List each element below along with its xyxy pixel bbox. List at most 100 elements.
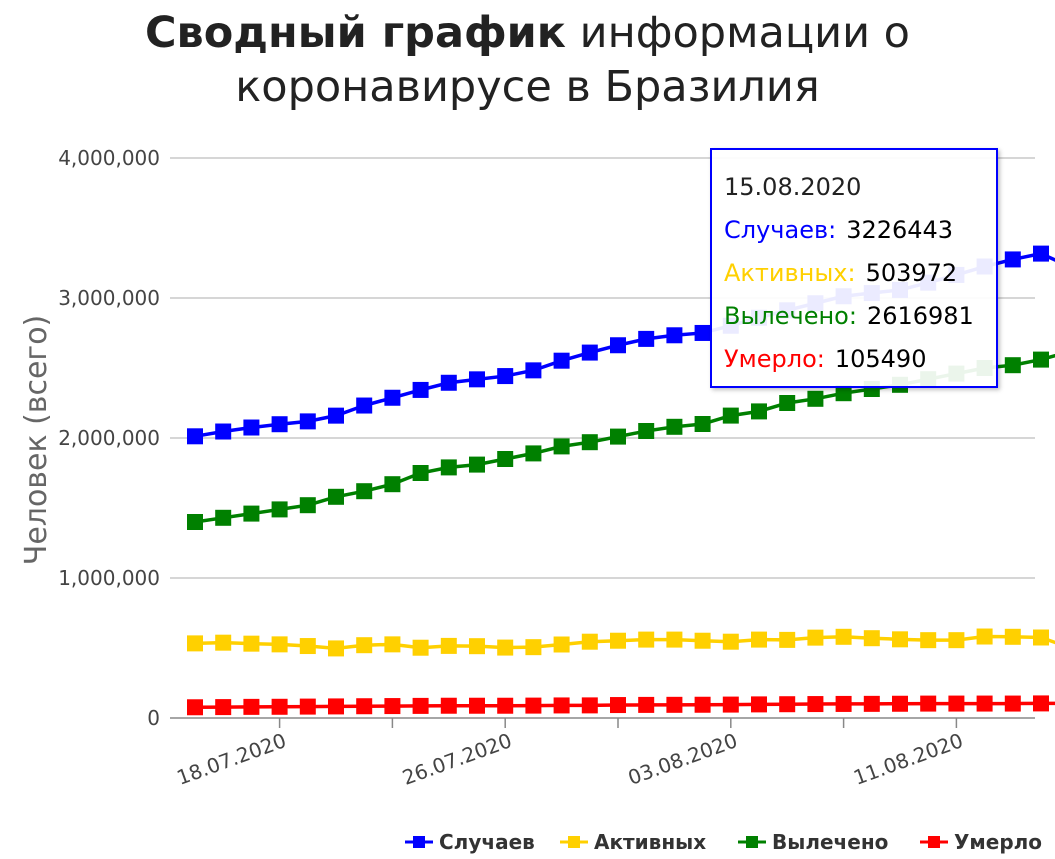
data-point[interactable] xyxy=(553,352,570,369)
data-point[interactable] xyxy=(835,695,852,712)
data-point[interactable] xyxy=(215,509,232,526)
data-point[interactable] xyxy=(187,514,203,530)
data-point[interactable] xyxy=(497,368,514,385)
data-point[interactable] xyxy=(1004,695,1021,712)
data-point[interactable] xyxy=(835,628,852,645)
data-point[interactable] xyxy=(469,456,485,473)
data-point[interactable] xyxy=(1004,357,1021,374)
data-point[interactable] xyxy=(215,699,232,716)
data-point[interactable] xyxy=(497,697,514,714)
legend[interactable]: Случаев Активных Вылечено Умерло xyxy=(405,830,1042,854)
data-point[interactable] xyxy=(553,697,570,714)
data-point[interactable] xyxy=(356,397,373,414)
data-point[interactable] xyxy=(440,697,457,714)
data-point[interactable] xyxy=(215,423,232,440)
data-point[interactable] xyxy=(1033,351,1049,368)
data-point[interactable] xyxy=(638,631,655,648)
data-point[interactable] xyxy=(384,698,401,715)
data-point[interactable] xyxy=(1033,245,1049,262)
series-4[interactable] xyxy=(187,692,1055,716)
data-point[interactable] xyxy=(384,636,401,653)
data-point[interactable] xyxy=(328,698,344,715)
legend-item-4[interactable]: Умерло xyxy=(920,830,1042,854)
data-point[interactable] xyxy=(243,635,260,652)
data-point[interactable] xyxy=(469,638,485,655)
data-point[interactable] xyxy=(666,696,683,713)
data-point[interactable] xyxy=(1004,251,1021,268)
data-point[interactable] xyxy=(525,639,542,656)
data-point[interactable] xyxy=(948,632,965,649)
data-point[interactable] xyxy=(328,407,344,424)
data-point[interactable] xyxy=(412,639,429,656)
data-point[interactable] xyxy=(976,628,993,645)
series-3[interactable] xyxy=(187,341,1055,530)
data-point[interactable] xyxy=(440,374,457,391)
data-point[interactable] xyxy=(243,419,260,436)
data-point[interactable] xyxy=(581,344,598,361)
data-point[interactable] xyxy=(553,438,570,455)
data-point[interactable] xyxy=(638,330,655,347)
data-point[interactable] xyxy=(666,631,683,648)
data-point[interactable] xyxy=(187,428,203,445)
data-point[interactable] xyxy=(694,632,711,649)
data-point[interactable] xyxy=(469,371,485,388)
data-point[interactable] xyxy=(920,695,937,712)
data-point[interactable] xyxy=(525,362,542,379)
data-point[interactable] xyxy=(863,695,880,712)
data-point[interactable] xyxy=(299,638,316,655)
data-point[interactable] xyxy=(440,637,457,654)
data-point[interactable] xyxy=(299,698,316,715)
data-point[interactable] xyxy=(356,637,373,654)
series-2[interactable] xyxy=(187,628,1055,659)
data-point[interactable] xyxy=(610,632,626,649)
data-point[interactable] xyxy=(412,465,429,481)
data-point[interactable] xyxy=(271,501,288,518)
data-point[interactable] xyxy=(525,697,542,714)
data-point[interactable] xyxy=(722,696,739,713)
data-point[interactable] xyxy=(610,697,626,714)
data-point[interactable] xyxy=(638,423,655,439)
data-point[interactable] xyxy=(779,395,796,411)
data-point[interactable] xyxy=(384,476,401,493)
data-point[interactable] xyxy=(299,413,316,430)
legend-item-3[interactable]: Вылечено xyxy=(738,830,888,854)
data-point[interactable] xyxy=(328,640,344,657)
data-point[interactable] xyxy=(610,428,626,445)
data-point[interactable] xyxy=(525,445,542,462)
data-point[interactable] xyxy=(440,459,457,476)
data-point[interactable] xyxy=(779,631,796,648)
data-point[interactable] xyxy=(243,698,260,715)
data-point[interactable] xyxy=(243,505,260,522)
data-point[interactable] xyxy=(412,697,429,714)
data-point[interactable] xyxy=(807,696,824,713)
data-point[interactable] xyxy=(271,416,288,433)
data-point[interactable] xyxy=(638,696,655,713)
data-point[interactable] xyxy=(271,636,288,653)
data-point[interactable] xyxy=(722,407,739,424)
data-point[interactable] xyxy=(497,451,514,467)
data-point[interactable] xyxy=(187,699,203,716)
data-point[interactable] xyxy=(694,324,711,341)
data-point[interactable] xyxy=(807,390,824,407)
data-point[interactable] xyxy=(666,327,683,344)
data-point[interactable] xyxy=(694,416,711,432)
data-point[interactable] xyxy=(948,695,965,712)
data-point[interactable] xyxy=(863,630,880,647)
data-point[interactable] xyxy=(215,634,232,651)
data-point[interactable] xyxy=(187,635,203,652)
data-point[interactable] xyxy=(356,483,373,500)
data-point[interactable] xyxy=(328,488,344,505)
data-point[interactable] xyxy=(751,631,767,648)
data-point[interactable] xyxy=(271,698,288,715)
data-point[interactable] xyxy=(892,695,908,712)
data-point[interactable] xyxy=(356,698,373,715)
data-point[interactable] xyxy=(1033,629,1049,646)
data-point[interactable] xyxy=(751,696,767,713)
data-point[interactable] xyxy=(807,629,824,646)
data-point[interactable] xyxy=(694,696,711,713)
data-point[interactable] xyxy=(384,389,401,406)
data-point[interactable] xyxy=(469,697,485,714)
data-point[interactable] xyxy=(299,497,316,514)
data-point[interactable] xyxy=(751,403,767,420)
